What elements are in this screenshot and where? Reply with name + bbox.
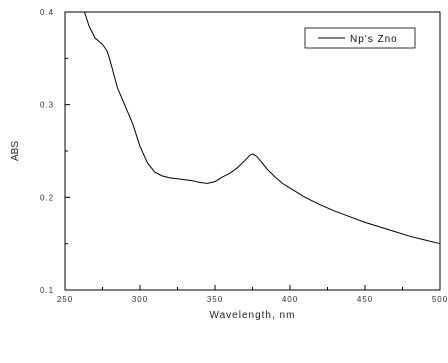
y-tick-label: 0.4 — [40, 8, 54, 17]
y-axis-title: ABS — [10, 141, 21, 161]
x-tick-label: 250 — [57, 295, 73, 304]
legend: Np's Zno — [304, 27, 416, 49]
x-axis-title: Wavelength, nm — [210, 310, 296, 321]
plot-frame — [64, 11, 441, 291]
series-line-npszno — [84, 11, 441, 245]
legend-box — [304, 27, 416, 49]
legend-label: Np's Zno — [350, 34, 398, 45]
y-axis-ticks: 0.1 0.2 0.3 0.4 — [40, 8, 70, 295]
x-tick-label: 450 — [357, 295, 373, 304]
y-tick-label: 0.1 — [40, 286, 54, 295]
x-tick-label: 500 — [432, 295, 448, 304]
x-tick-label: 300 — [132, 295, 148, 304]
y-tick-label: 0.2 — [40, 193, 54, 202]
x-axis-ticks: 250 300 350 400 450 500 — [57, 285, 448, 304]
x-tick-label: 350 — [207, 295, 223, 304]
y-tick-label: 0.3 — [40, 101, 54, 110]
x-tick-label: 400 — [282, 295, 298, 304]
